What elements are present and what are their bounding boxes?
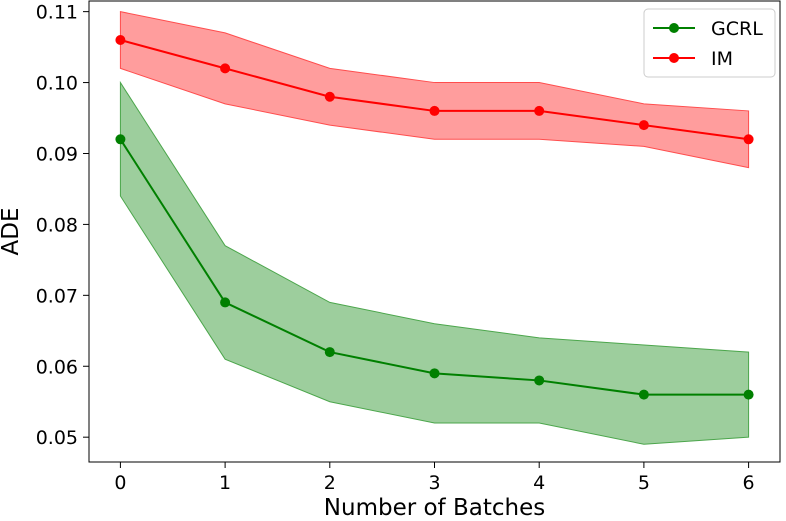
gcrl-point: [743, 389, 754, 400]
y-axis-label: ADE: [0, 208, 24, 256]
y-tick-label: 0.09: [36, 143, 78, 165]
x-axis-ticks: 0 1 2 3 4 5 6: [114, 462, 755, 494]
im-legend-marker: [669, 53, 679, 63]
x-tick-label: 1: [219, 472, 231, 494]
gcrl-point: [534, 375, 545, 386]
gcrl-legend-marker: [669, 23, 679, 33]
gcrl-point: [115, 134, 126, 145]
y-tick-label: 0.06: [36, 356, 78, 378]
x-tick-label: 3: [428, 472, 440, 494]
confidence-bands: [119, 11, 750, 445]
y-axis-ticks: 0.05 0.06 0.07 0.08 0.09 0.10 0.11: [36, 2, 89, 449]
x-tick-label: 6: [743, 472, 755, 494]
im-point: [743, 134, 754, 145]
x-axis-label: Number of Batches: [324, 495, 545, 521]
gcrl-band: [119, 80, 750, 445]
im-band: [119, 11, 750, 169]
x-tick-label: 5: [638, 472, 650, 494]
gcrl-point: [638, 389, 649, 400]
im-point: [534, 105, 545, 116]
x-tick-label: 2: [324, 472, 336, 494]
im-point: [638, 120, 649, 131]
gcrl-point: [220, 297, 231, 308]
series-points: [115, 35, 754, 400]
y-tick-label: 0.07: [36, 285, 78, 307]
im-point: [220, 63, 231, 74]
im-legend-label: IM: [711, 48, 733, 70]
im-point: [429, 105, 440, 116]
x-tick-label: 0: [114, 472, 126, 494]
legend: GCRL IM: [643, 8, 776, 78]
gcrl-legend-label: GCRL: [711, 18, 763, 40]
y-tick-label: 0.11: [36, 2, 78, 24]
x-tick-label: 4: [533, 472, 545, 494]
gcrl-point: [324, 347, 335, 358]
y-tick-label: 0.05: [36, 427, 78, 449]
gcrl-point: [429, 368, 440, 379]
im-point: [115, 35, 126, 46]
y-tick-label: 0.08: [36, 214, 78, 236]
im-point: [324, 91, 335, 102]
y-tick-label: 0.10: [36, 73, 78, 95]
